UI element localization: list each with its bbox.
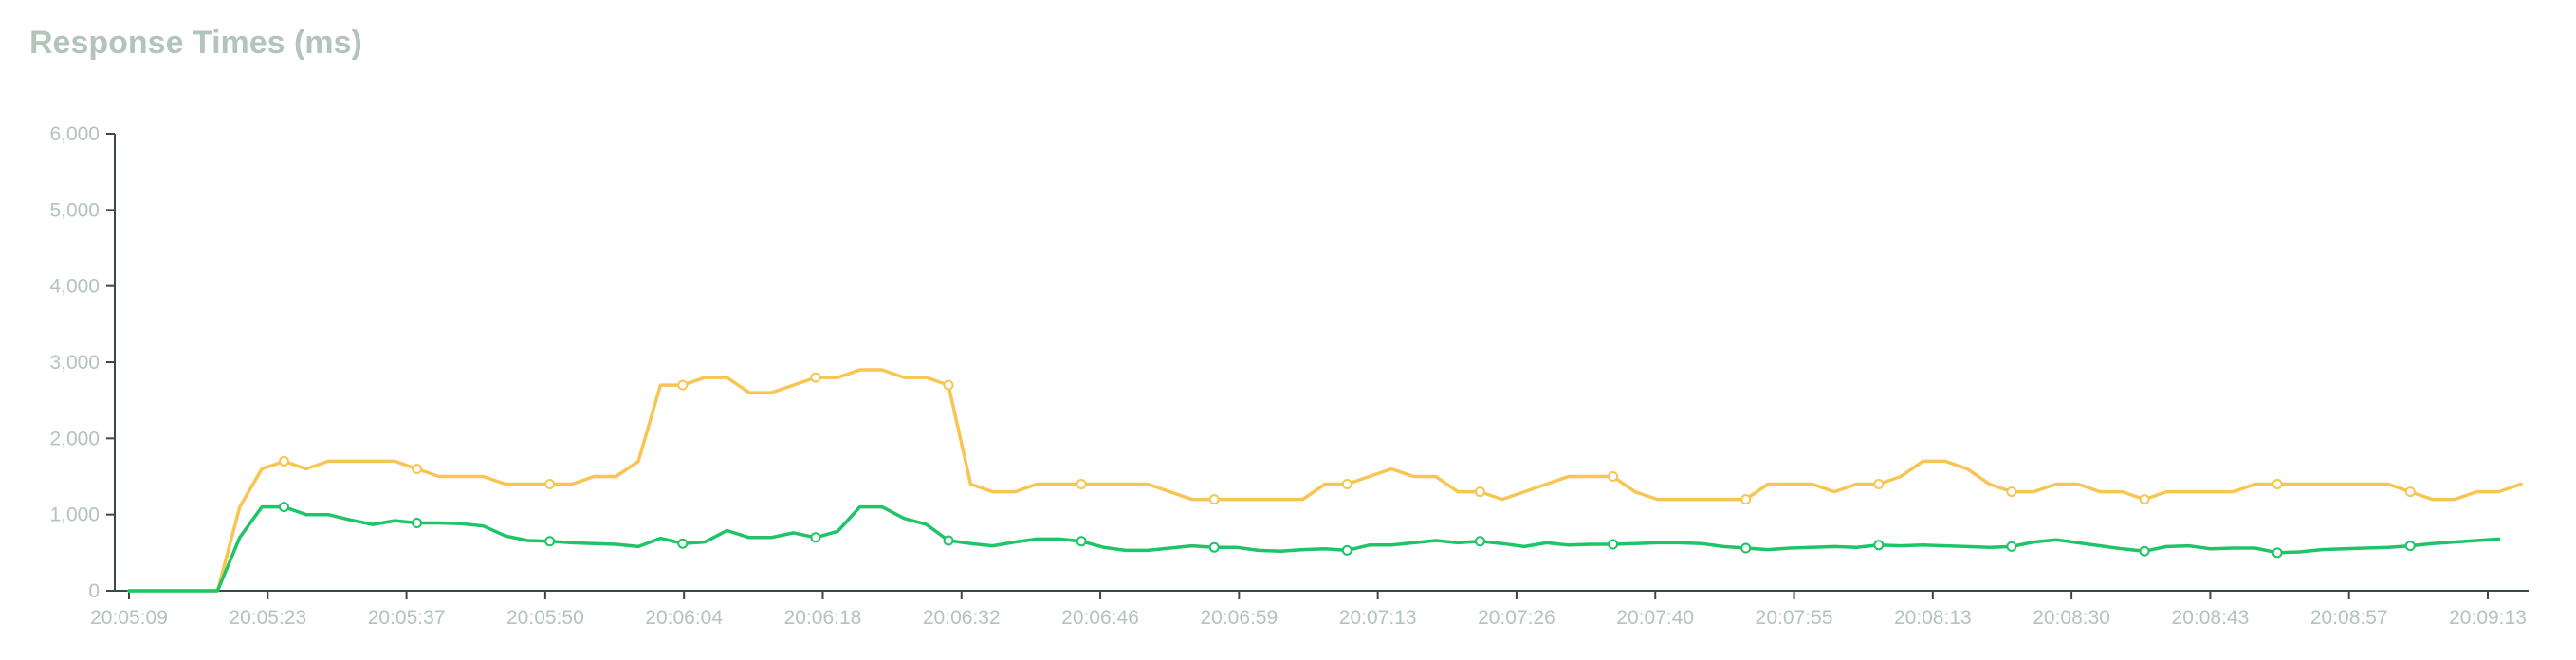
x-tick-label: 20:06:04 <box>645 607 723 629</box>
data-point-marker[interactable] <box>544 536 556 547</box>
data-point-marker[interactable] <box>1076 536 1087 547</box>
data-point-marker[interactable] <box>1208 494 1220 505</box>
data-point-marker[interactable] <box>2272 547 2283 559</box>
data-point-marker[interactable] <box>943 379 954 391</box>
data-point-marker[interactable] <box>677 379 689 391</box>
y-tick-label: 6,000 <box>49 123 100 145</box>
data-point-marker[interactable] <box>1873 540 1885 551</box>
data-point-marker[interactable] <box>1740 494 1752 505</box>
data-point-marker[interactable] <box>1873 479 1885 490</box>
data-point-marker[interactable] <box>2139 545 2150 557</box>
x-tick-label: 20:05:09 <box>90 607 168 629</box>
y-tick-labels: 0 1,000 2,000 3,000 4,000 5,000 6,000 <box>49 123 100 602</box>
data-point-marker[interactable] <box>1608 539 1619 550</box>
data-point-marker[interactable] <box>810 532 821 543</box>
data-point-marker[interactable] <box>1740 542 1752 554</box>
x-tick-label: 20:05:23 <box>229 607 306 629</box>
data-point-marker[interactable] <box>677 538 689 549</box>
data-point-marker[interactable] <box>2006 486 2017 498</box>
data-point-marker[interactable] <box>2006 541 2017 552</box>
data-point-marker[interactable] <box>1076 479 1087 490</box>
data-point-marker[interactable] <box>2272 479 2283 490</box>
data-point-marker[interactable] <box>1474 536 1485 547</box>
x-tick-label: 20:07:13 <box>1339 607 1417 629</box>
x-tick-label: 20:08:30 <box>2033 607 2110 629</box>
data-point-marker[interactable] <box>544 479 556 490</box>
data-point-marker[interactable] <box>412 463 423 474</box>
x-tick-label: 20:08:43 <box>2172 607 2250 629</box>
y-tick-label: 3,000 <box>49 352 100 374</box>
x-tick-labels: 20:05:09 20:05:23 20:05:37 20:05:50 20:06:04… <box>90 607 2527 629</box>
data-point-marker[interactable] <box>278 502 289 513</box>
data-point-marker[interactable] <box>943 535 954 546</box>
y-tick-label: 1,000 <box>49 504 100 526</box>
series-line <box>127 504 2501 593</box>
data-point-marker[interactable] <box>1341 479 1352 490</box>
x-tick-label: 20:06:46 <box>1061 607 1139 629</box>
y-tick-label: 5,000 <box>49 199 100 221</box>
x-tick-label: 20:07:40 <box>1616 607 1694 629</box>
y-tick-label: 0 <box>88 580 100 602</box>
series-layer <box>127 368 2523 593</box>
data-point-marker[interactable] <box>1208 541 1220 553</box>
x-tick-label: 20:09:13 <box>2449 607 2527 629</box>
data-point-marker[interactable] <box>1608 471 1619 482</box>
x-tick-label: 20:07:26 <box>1478 607 1555 629</box>
y-tick-label: 4,000 <box>49 276 100 298</box>
x-tick-label: 20:06:32 <box>923 607 1001 629</box>
data-point-marker[interactable] <box>278 455 289 467</box>
x-tick-label: 20:08:13 <box>1894 607 1972 629</box>
x-tick-label: 20:08:57 <box>2310 607 2388 629</box>
data-point-marker[interactable] <box>1341 544 1352 556</box>
x-tick-label: 20:06:59 <box>1200 607 1278 629</box>
data-point-marker[interactable] <box>412 518 423 529</box>
series-line <box>127 368 2523 593</box>
x-tick-label: 20:06:18 <box>784 607 862 629</box>
data-point-marker[interactable] <box>810 372 821 383</box>
x-tick-label: 20:05:50 <box>506 607 584 629</box>
x-tick-label: 20:07:55 <box>1756 607 1833 629</box>
series-0 <box>127 368 2523 593</box>
data-point-marker[interactable] <box>2404 486 2416 498</box>
chart-title: Response Times (ms) <box>29 25 362 61</box>
x-tick-label: 20:05:37 <box>368 607 446 629</box>
data-point-marker[interactable] <box>1474 486 1485 498</box>
series-1 <box>127 502 2501 593</box>
chart-axes <box>106 133 2529 599</box>
y-tick-label: 2,000 <box>49 428 100 449</box>
data-point-marker[interactable] <box>2139 494 2150 505</box>
data-point-marker[interactable] <box>2404 541 2416 552</box>
